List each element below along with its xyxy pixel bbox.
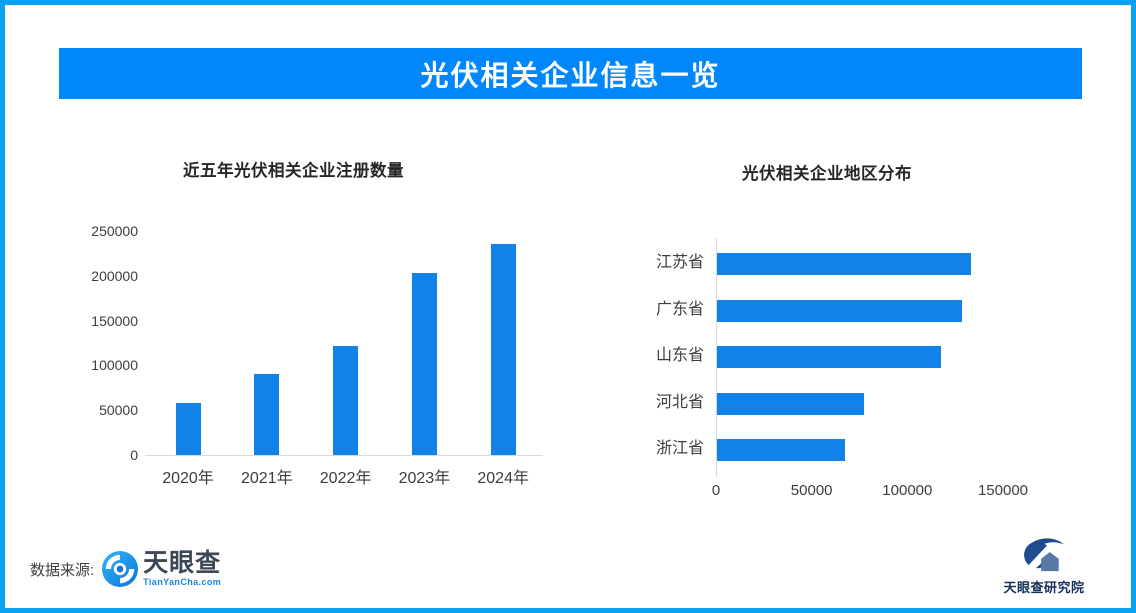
- tianyancha-logo: 天眼查 TianYanCha.com: [101, 550, 221, 588]
- x-tick-label: 0: [711, 482, 721, 499]
- y-tick-label: 150000: [91, 312, 138, 329]
- x-tick-label: 2024年: [477, 470, 529, 487]
- regions-plot: [716, 238, 1005, 477]
- x-tick-label: 2023年: [398, 470, 451, 487]
- data-source: 数据来源: 天眼查 TianYanCha.com: [30, 546, 221, 592]
- y-tick-label: 0: [130, 447, 138, 463]
- category-label: 山东省: [655, 347, 704, 365]
- tianyancha-logo-name: 天眼查: [143, 549, 222, 577]
- x-tick-label: 2022年: [319, 470, 372, 487]
- x-tick-label: 100000: [882, 482, 933, 499]
- bar-2024年: [490, 244, 516, 455]
- bar-2023年: [411, 273, 437, 455]
- page-title: 光伏相关企业信息一览: [420, 59, 721, 91]
- y-tick-label: 50000: [99, 402, 138, 419]
- research-institute-logo: 天眼查研究院: [1000, 535, 1088, 596]
- x-tick-label: 150000: [977, 482, 1029, 499]
- bar-山东省: [717, 346, 941, 369]
- research-institute-icon: [1021, 538, 1064, 573]
- x-tick-label: 2021年: [240, 470, 293, 487]
- registrations-plot: [145, 231, 543, 456]
- category-label: 河北省: [655, 393, 704, 411]
- y-tick-label: 200000: [91, 267, 138, 284]
- bar-2021年: [254, 374, 280, 455]
- y-tick-label: 100000: [91, 357, 138, 374]
- registrations-chart-title: 近五年光伏相关企业注册数量: [183, 162, 404, 180]
- category-label: 浙江省: [655, 440, 704, 458]
- tianyancha-logo-url: TianYanCha.com: [143, 577, 222, 587]
- bar-广东省: [717, 299, 962, 322]
- bar-2022年: [333, 345, 359, 455]
- category-label: 广东省: [655, 300, 704, 318]
- tianyancha-logo-text-group: 天眼查 TianYanCha.com: [143, 551, 221, 587]
- bar-2020年: [175, 403, 201, 455]
- x-tick-label: 2020年: [162, 470, 214, 487]
- category-label: 江苏省: [655, 254, 704, 271]
- tianyancha-eye-icon: [102, 550, 139, 588]
- header-banner: 光伏相关企业信息一览: [59, 48, 1082, 99]
- regions-chart-title: 光伏相关企业地区分布: [742, 165, 912, 183]
- bar-河北省: [717, 392, 865, 415]
- bar-浙江省: [717, 439, 846, 462]
- bar-江苏省: [717, 253, 972, 275]
- research-institute-name: 天眼查研究院: [1003, 580, 1085, 595]
- x-tick-label: 50000: [790, 482, 833, 499]
- y-tick-label: 250000: [91, 223, 138, 239]
- data-source-label: 数据来源:: [30, 561, 95, 579]
